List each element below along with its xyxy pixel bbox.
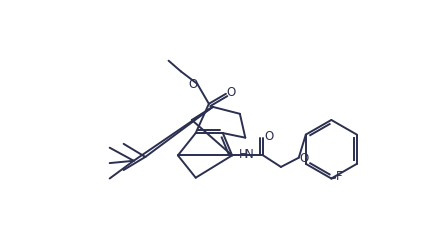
Text: O: O — [187, 78, 197, 91]
Text: N: N — [244, 148, 253, 161]
Text: F: F — [335, 171, 341, 184]
Text: O: O — [226, 86, 236, 99]
Text: H: H — [239, 148, 248, 161]
Text: O: O — [263, 130, 273, 143]
Text: O: O — [299, 152, 308, 165]
